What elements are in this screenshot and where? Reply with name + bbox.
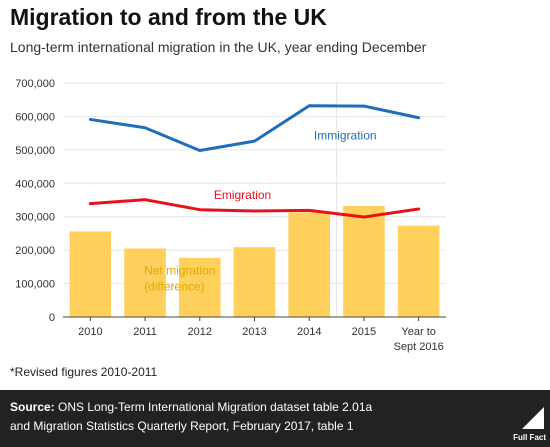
emigration-line: [88, 198, 421, 219]
net-migration-bar: [178, 257, 221, 317]
chart-title: Migration to and from the UK: [10, 4, 327, 30]
y-tick-label: 600,000: [15, 111, 55, 123]
x-tick-label: Sept 2016: [394, 341, 444, 353]
x-tick-label: 2012: [188, 326, 212, 338]
net-migration-bar: [69, 231, 112, 317]
x-tick-label: 2014: [297, 326, 321, 338]
x-tick-label: 2011: [133, 326, 157, 338]
y-tick-label: 300,000: [15, 212, 55, 224]
source-text: Source: ONS Long-Term International Migr…: [10, 398, 490, 436]
x-tick-label: 2010: [78, 326, 102, 338]
x-tick-label: 2015: [352, 326, 376, 338]
migration-chart: 0 100,000 200,000 300,000 400,000 500,000 600,…: [15, 78, 446, 353]
net-migration-bar: [233, 247, 276, 317]
full-fact-logo-icon: [522, 407, 544, 429]
x-tick-label: 2013: [242, 326, 266, 338]
y-tick-label: 700,000: [15, 78, 55, 90]
net-migration-label: Net migration: [144, 263, 215, 277]
net-migration-bar: [343, 206, 385, 317]
y-tick-label: 100,000: [15, 279, 55, 291]
net-migration-bar: [124, 248, 166, 317]
net-migration-label: (difference): [144, 279, 204, 293]
net-migration-bar: [288, 212, 331, 317]
source-label: Source:: [10, 400, 55, 414]
immigration-line: [88, 104, 421, 153]
chart-subtitle: Long-term international migration in the…: [10, 39, 427, 55]
net-migration-bar: [397, 225, 440, 317]
y-tick-label: 400,000: [15, 178, 55, 190]
footnote: *Revised figures 2010-2011: [10, 365, 158, 379]
immigration-label: Immigration: [314, 129, 377, 143]
y-tick-label: 500,000: [15, 145, 55, 157]
source-line-1: ONS Long-Term International Migration da…: [54, 400, 373, 414]
y-tick-label: 200,000: [15, 245, 55, 257]
source-line-2: and Migration Statistics Quarterly Repor…: [10, 419, 354, 433]
y-tick-label: 0: [49, 312, 55, 324]
full-fact-logo-text: Full Fact: [513, 433, 546, 442]
x-tick-label: Year to: [401, 326, 435, 338]
emigration-label: Emigration: [214, 188, 271, 202]
source-footer: Source: ONS Long-Term International Migr…: [0, 390, 550, 447]
